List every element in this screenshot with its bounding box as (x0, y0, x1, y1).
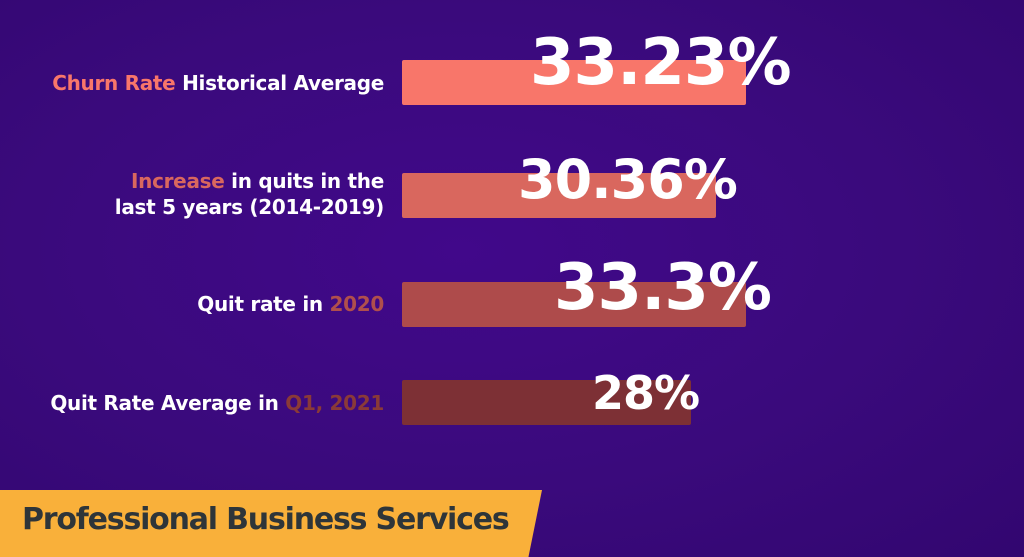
row-label: Quit rate in 2020 (197, 291, 384, 317)
label-highlight: 2020 (329, 292, 385, 316)
value-label: 33.23% (530, 26, 792, 100)
label-highlight: Churn Rate (52, 71, 176, 95)
label-prefix: Quit Rate Average in (50, 391, 286, 415)
label-highlight: Q1, 2021 (285, 391, 384, 415)
label-prefix: Quit rate in (197, 292, 330, 316)
row-label: Quit Rate Average in Q1, 2021 (50, 390, 384, 416)
category-banner: Professional Business Services (0, 490, 542, 557)
value-label: 30.36% (518, 148, 738, 211)
label-rest: in quits in the (224, 169, 384, 193)
label-rest: Historical Average (175, 71, 384, 95)
bar-increase-quits (402, 173, 716, 218)
banner-title: Professional Business Services (22, 502, 510, 537)
bar-churn-rate (402, 60, 746, 105)
label-highlight: Increase (130, 169, 225, 193)
bar-quit-rate-q1-2021 (402, 380, 691, 425)
row-label: Increase in quits in the last 5 years (2… (114, 168, 385, 220)
value-label: 33.3% (554, 251, 772, 325)
value-label: 28% (592, 366, 700, 420)
row-label: Churn Rate Historical Average (52, 70, 384, 96)
bar-quit-rate-2020 (402, 282, 746, 327)
label-line2: last 5 years (2014-2019) (114, 195, 385, 219)
